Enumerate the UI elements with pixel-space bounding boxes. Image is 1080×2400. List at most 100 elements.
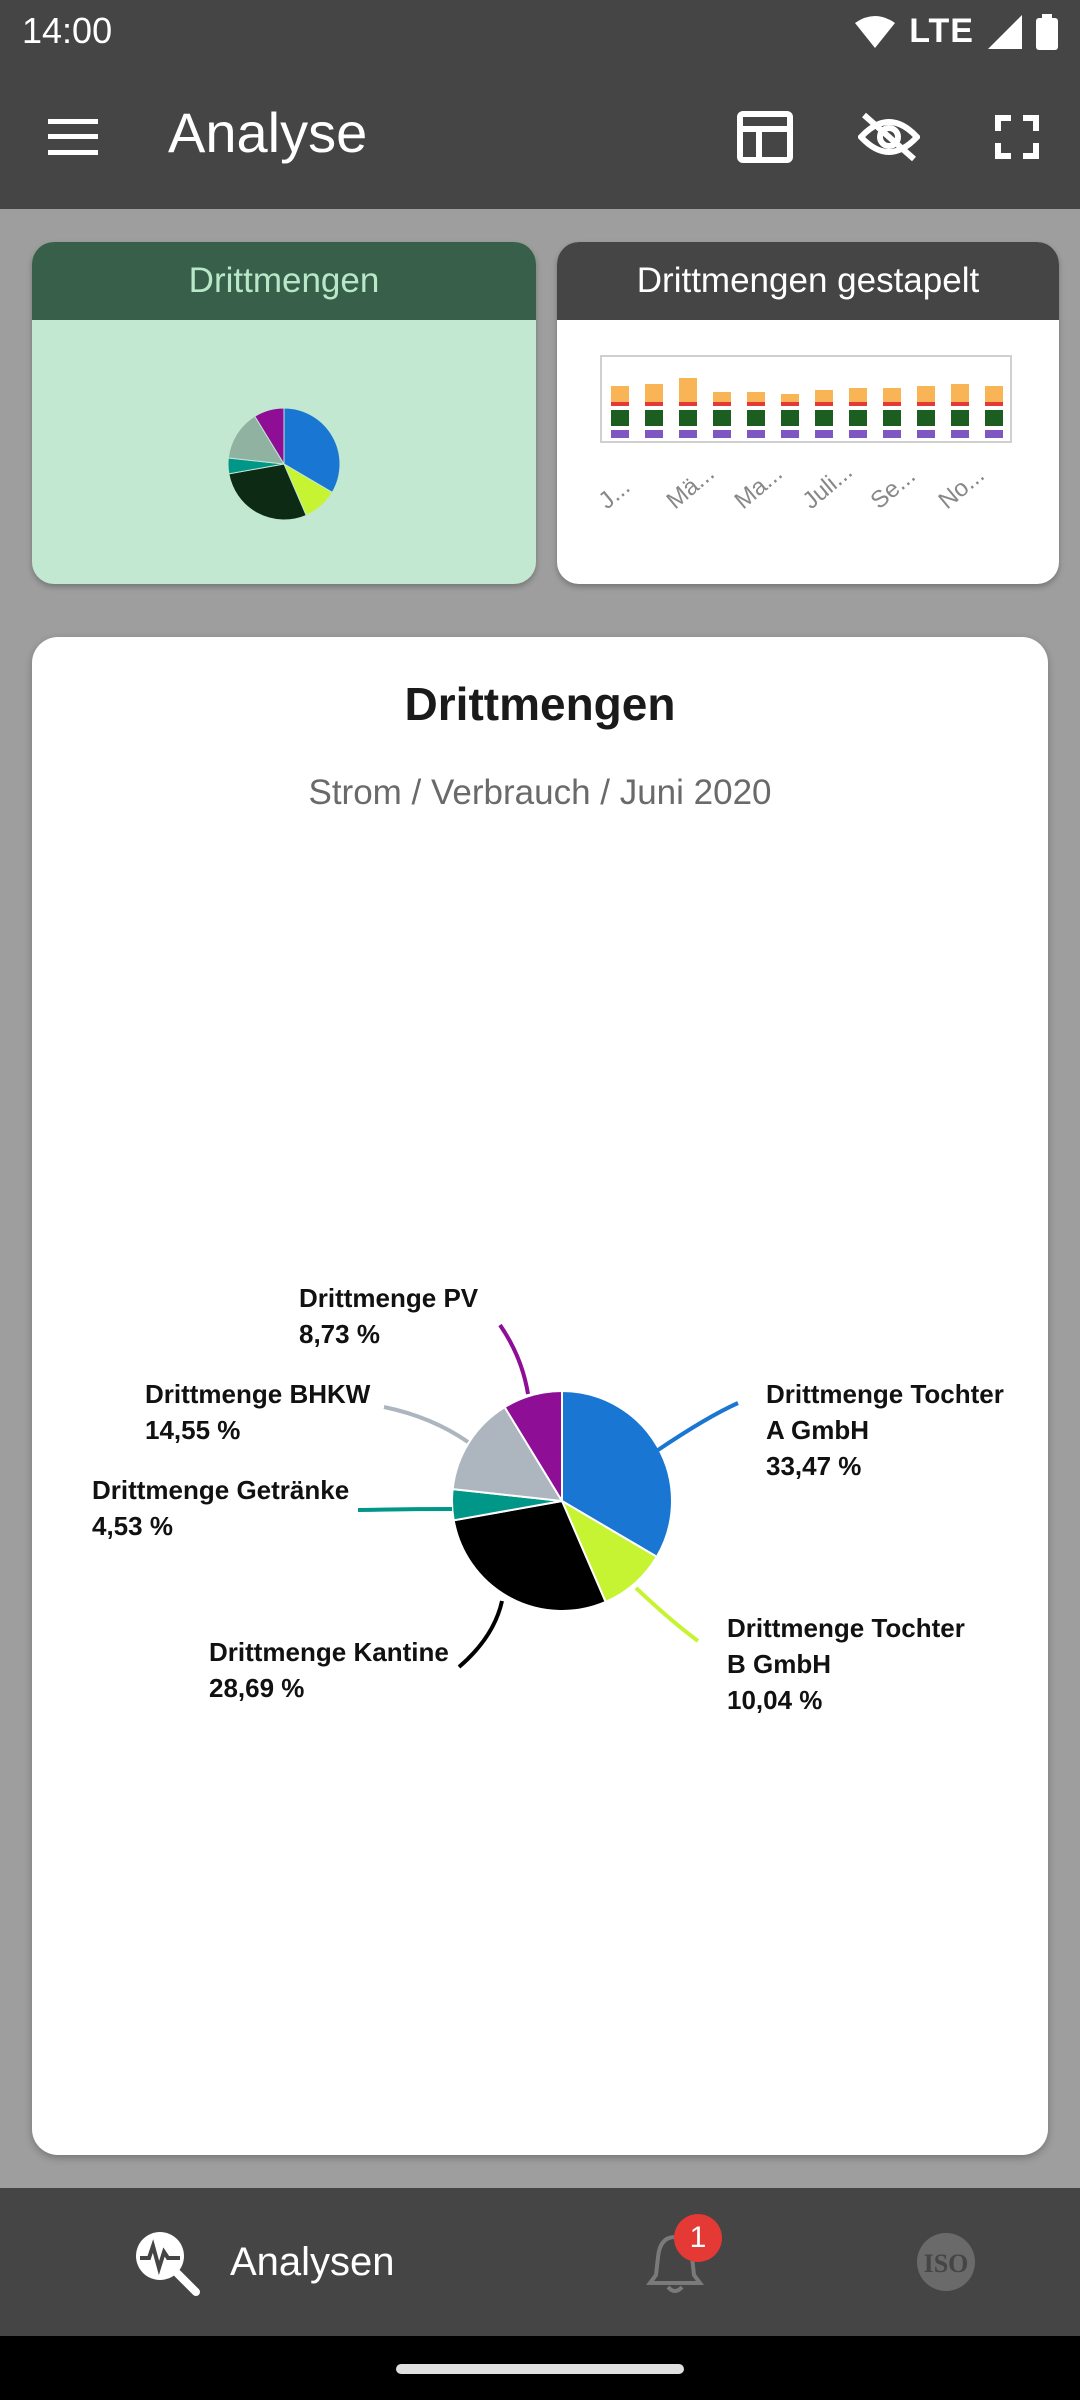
mini-bar-segment [611,410,629,426]
slice-label: 4,53 % [92,1511,173,1541]
mini-bar-segment [679,426,697,430]
nav-analysen[interactable]: Analysen [132,2188,395,2336]
hamburger-icon [48,119,98,155]
mini-bar-segment [747,430,765,438]
tile-drittmengen-gestapelt[interactable]: Drittmengen gestapelt J... Mä... Ma... Juli… [557,242,1059,584]
slice-label: 8,73 % [299,1319,380,1349]
mini-bar-segment [883,402,901,406]
mini-pie-slice [227,415,285,465]
nav-label: Analysen [230,2239,395,2284]
mini-bar-segment [747,406,765,410]
mini-bar-segment [815,410,833,426]
leader-line [656,1401,739,1452]
mini-bar-segment [951,402,969,406]
mini-bar-segment [951,426,969,430]
mini-bar-segment [747,410,765,426]
mini-bar-segment [985,386,1003,402]
chart-title: Drittmengen [404,678,676,730]
mini-bar-segment [679,378,697,402]
mini-bar-segment [883,410,901,426]
mini-bar-segment [645,426,663,430]
gesture-area [0,2336,1080,2400]
mini-bar-segment [611,406,629,410]
mini-x-label: J... [594,473,636,514]
mini-bar-segment [781,406,799,410]
hide-button[interactable] [852,100,926,174]
mini-bar-segment [985,430,1003,438]
mini-bar-segment [713,402,731,406]
mini-bar-segment [747,392,765,402]
slice-label: Drittmenge BHKW [145,1379,371,1409]
mini-bar-segment [951,384,969,402]
mini-pie-chart [227,407,341,521]
mini-bar-segment [849,402,867,406]
mini-bar-segment [917,410,935,426]
mini-bar-segment [951,430,969,438]
mini-bar-segment [747,426,765,430]
mini-bar-segment [645,410,663,426]
slice-label: 28,69 % [209,1673,304,1703]
mini-bar-segment [645,430,663,438]
leader-line [634,1586,700,1643]
nav-notifications[interactable] [640,2188,710,2336]
fullscreen-icon [995,115,1039,159]
mini-bar-segment [645,406,663,410]
fullscreen-button[interactable] [980,100,1054,174]
slice-label: Drittmenge Tochter [766,1379,1004,1409]
slice-label: 14,55 % [145,1415,240,1445]
mini-bar-segment [917,406,935,410]
pie-slice[interactable] [561,1389,673,1559]
slice-label: Drittmenge Kantine [209,1637,449,1667]
mini-bar-segment [611,426,629,430]
signal-icon [988,14,1022,49]
mini-bar-segment [781,394,799,402]
table-icon [737,111,793,163]
chart-card: Drittmengen Strom / Verbrauch / Juni 202… [32,637,1048,2155]
mini-bar-segment [985,426,1003,430]
mini-bar-segment [679,410,697,426]
nav-iso[interactable]: ISO [914,2188,978,2336]
analysis-search-icon [136,2232,200,2296]
mini-bar-segment [951,406,969,410]
mini-bar-segment [645,384,663,402]
wifi-icon [855,15,896,48]
table-view-button[interactable] [728,100,802,174]
mini-bar-segment [951,410,969,426]
mini-bar-segment [815,430,833,438]
mini-bar-segment [781,426,799,430]
mini-bar-segment [747,402,765,406]
mini-bar-segment [611,402,629,406]
page-title: Analyse [168,101,368,164]
mini-bar-segment [679,430,697,438]
mini-bar-segment [883,430,901,438]
pie-slice[interactable] [503,1389,563,1505]
tile-drittmengen[interactable]: Drittmengen [32,242,536,584]
mini-bar-segment [849,410,867,426]
slice-label: Drittmenge Tochter [727,1613,965,1643]
slice-label: Drittmenge Getränke [92,1475,349,1505]
mini-bar-segment [713,430,731,438]
slice-label: Drittmenge PV [299,1283,479,1313]
iso-globe-icon: ISO [917,2233,975,2291]
mini-bar-segment [781,430,799,438]
pie-slice[interactable] [451,1405,564,1503]
mini-bar-segment [883,406,901,410]
chart-subtitle: Strom / Verbrauch / Juni 2020 [308,773,772,812]
menu-button[interactable] [40,104,106,170]
visibility-off-icon [858,112,920,162]
mini-bar-segment [849,406,867,410]
mini-x-label: Mä... [662,460,720,515]
mini-bar-segment [985,402,1003,406]
mini-bar-segment [713,426,731,430]
leader-line [457,1600,504,1669]
mini-bar-segment [917,386,935,402]
leader-line [357,1507,453,1512]
slice-label: 33,47 % [766,1451,861,1481]
home-gesture-bar[interactable] [396,2364,684,2374]
mini-bar-segment [917,430,935,438]
pie-slice[interactable] [452,1499,607,1612]
mini-bar-segment [883,426,901,430]
mini-bar-segment [815,402,833,406]
mini-bar-segment [849,430,867,438]
network-type: LTE [909,12,974,50]
